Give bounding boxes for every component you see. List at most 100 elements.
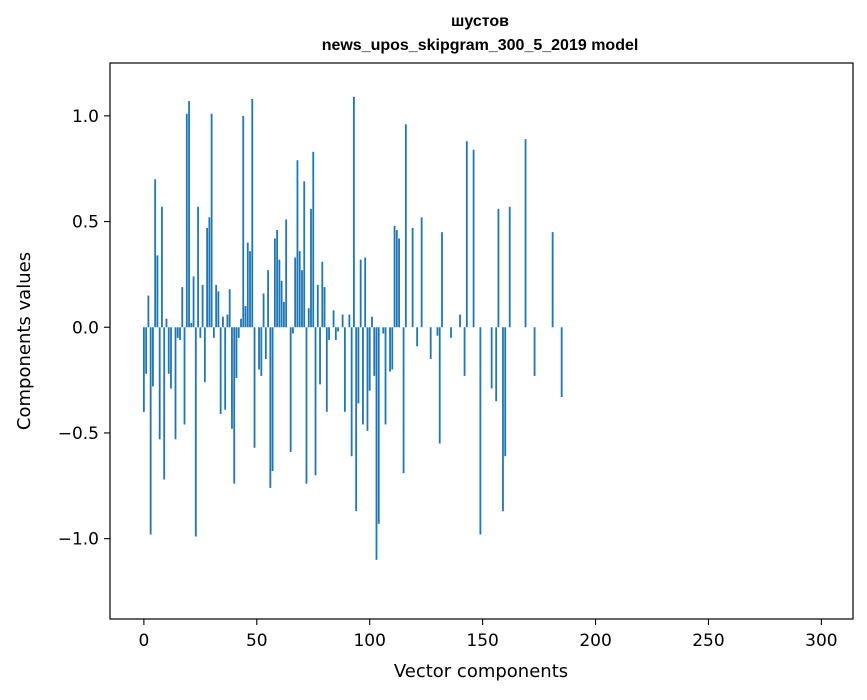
bar-143 xyxy=(466,141,468,327)
bar-73 xyxy=(308,308,310,327)
bar-28 xyxy=(206,228,208,327)
bar-38 xyxy=(229,289,231,327)
y-tick-label-3: 0.5 xyxy=(72,213,99,233)
bar-181 xyxy=(552,232,554,327)
bar-3 xyxy=(150,327,152,534)
bar-156 xyxy=(495,327,497,401)
x-tick-label-150: 150 xyxy=(466,631,498,651)
bar-74 xyxy=(310,209,312,327)
bar-33 xyxy=(218,291,220,327)
bar-41 xyxy=(236,327,238,378)
bar-21 xyxy=(190,323,192,327)
bar-85 xyxy=(335,327,337,340)
x-tick-label-100: 100 xyxy=(353,631,385,651)
bar-106 xyxy=(382,327,384,333)
bar-162 xyxy=(509,207,511,328)
bar-5 xyxy=(154,179,156,327)
bar-94 xyxy=(355,327,357,511)
bar-98 xyxy=(364,257,366,327)
bar-55 xyxy=(267,270,269,327)
bar-15 xyxy=(177,327,179,338)
bar-26 xyxy=(202,285,204,327)
bar-48 xyxy=(251,99,253,327)
bar-19 xyxy=(186,114,188,328)
y-tick-label-4: 1.0 xyxy=(72,107,99,127)
chart-title: шустов news_upos_skipgram_300_5_2019 mod… xyxy=(322,13,639,54)
x-tick-label-0: 0 xyxy=(138,631,149,651)
bar-96 xyxy=(360,260,362,328)
bar-112 xyxy=(396,230,398,327)
bar-116 xyxy=(405,124,407,327)
bar-107 xyxy=(385,327,387,424)
bar-7 xyxy=(159,327,161,439)
y-axis-label: Components values xyxy=(14,252,35,430)
bar-11 xyxy=(168,327,170,374)
bar-14 xyxy=(175,327,177,439)
bar-110 xyxy=(391,327,393,369)
bar-103 xyxy=(376,327,378,560)
bar-9 xyxy=(163,327,165,479)
bar-58 xyxy=(274,238,276,327)
bar-10 xyxy=(166,319,168,327)
bar-84 xyxy=(333,310,335,327)
bar-35 xyxy=(222,317,224,328)
bar-89 xyxy=(344,327,346,412)
bar-36 xyxy=(224,327,226,409)
bar-159 xyxy=(502,327,504,511)
bar-127 xyxy=(430,327,432,359)
bar-130 xyxy=(437,327,439,335)
y-tick-label-1: −0.5 xyxy=(58,424,99,444)
bar-154 xyxy=(491,327,493,388)
bar-101 xyxy=(371,317,373,328)
bar-69 xyxy=(299,251,301,327)
bar-104 xyxy=(378,327,380,524)
bar-82 xyxy=(328,327,330,340)
bar-22 xyxy=(193,277,195,328)
x-tick-label-250: 250 xyxy=(692,631,724,651)
bar-140 xyxy=(459,315,461,328)
bar-63 xyxy=(285,219,287,327)
x-axis-label: Vector components xyxy=(394,661,568,682)
bar-115 xyxy=(403,327,405,473)
bar-95 xyxy=(358,327,360,403)
bar-68 xyxy=(297,160,299,327)
bar-12 xyxy=(170,327,172,388)
bar-24 xyxy=(197,207,199,328)
bar-97 xyxy=(362,327,364,424)
bar-70 xyxy=(301,270,303,327)
bar-99 xyxy=(367,327,369,431)
bar-121 xyxy=(416,327,418,346)
bar-109 xyxy=(389,327,391,371)
x-tick-label-300: 300 xyxy=(805,631,837,651)
bar-79 xyxy=(321,262,323,328)
bar-0 xyxy=(143,327,145,412)
bar-25 xyxy=(199,327,201,338)
y-tick-label-2: 0.0 xyxy=(72,318,99,338)
bar-47 xyxy=(249,251,251,327)
bar-77 xyxy=(317,285,319,327)
bar-173 xyxy=(534,327,536,376)
bar-2 xyxy=(147,296,149,328)
bars xyxy=(0,97,820,560)
bar-40 xyxy=(233,327,235,483)
bar-132 xyxy=(441,232,443,327)
bar-65 xyxy=(290,327,292,452)
bar-54 xyxy=(265,327,267,359)
bar-18 xyxy=(184,327,186,424)
bar-1 xyxy=(145,327,147,374)
bar-72 xyxy=(306,327,308,483)
y-axis-ticks: −1.0−0.50.00.51.0 xyxy=(58,107,110,550)
bar-4 xyxy=(152,327,154,386)
bar-100 xyxy=(369,327,371,390)
bar-88 xyxy=(342,315,344,328)
bar-67 xyxy=(294,257,296,327)
bar-8 xyxy=(161,207,163,328)
bar-102 xyxy=(373,327,375,376)
bar-46 xyxy=(247,243,249,328)
bar-23 xyxy=(195,327,197,536)
bar-29 xyxy=(208,217,210,327)
bar-160 xyxy=(504,327,506,456)
bar-59 xyxy=(276,230,278,327)
bar-142 xyxy=(464,327,466,376)
